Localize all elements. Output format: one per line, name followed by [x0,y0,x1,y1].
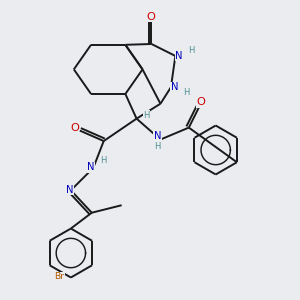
Text: H: H [143,111,149,120]
Text: O: O [196,97,205,107]
Text: H: H [188,46,194,55]
Text: N: N [175,51,183,61]
Text: O: O [146,11,155,22]
Text: N: N [87,162,94,172]
Text: N: N [171,82,178,92]
Text: H: H [154,142,160,151]
Text: N: N [154,131,161,141]
Text: N: N [66,185,73,195]
Text: O: O [70,123,79,133]
Text: Br: Br [54,272,64,281]
Text: H: H [100,156,106,165]
Text: H: H [183,88,190,97]
